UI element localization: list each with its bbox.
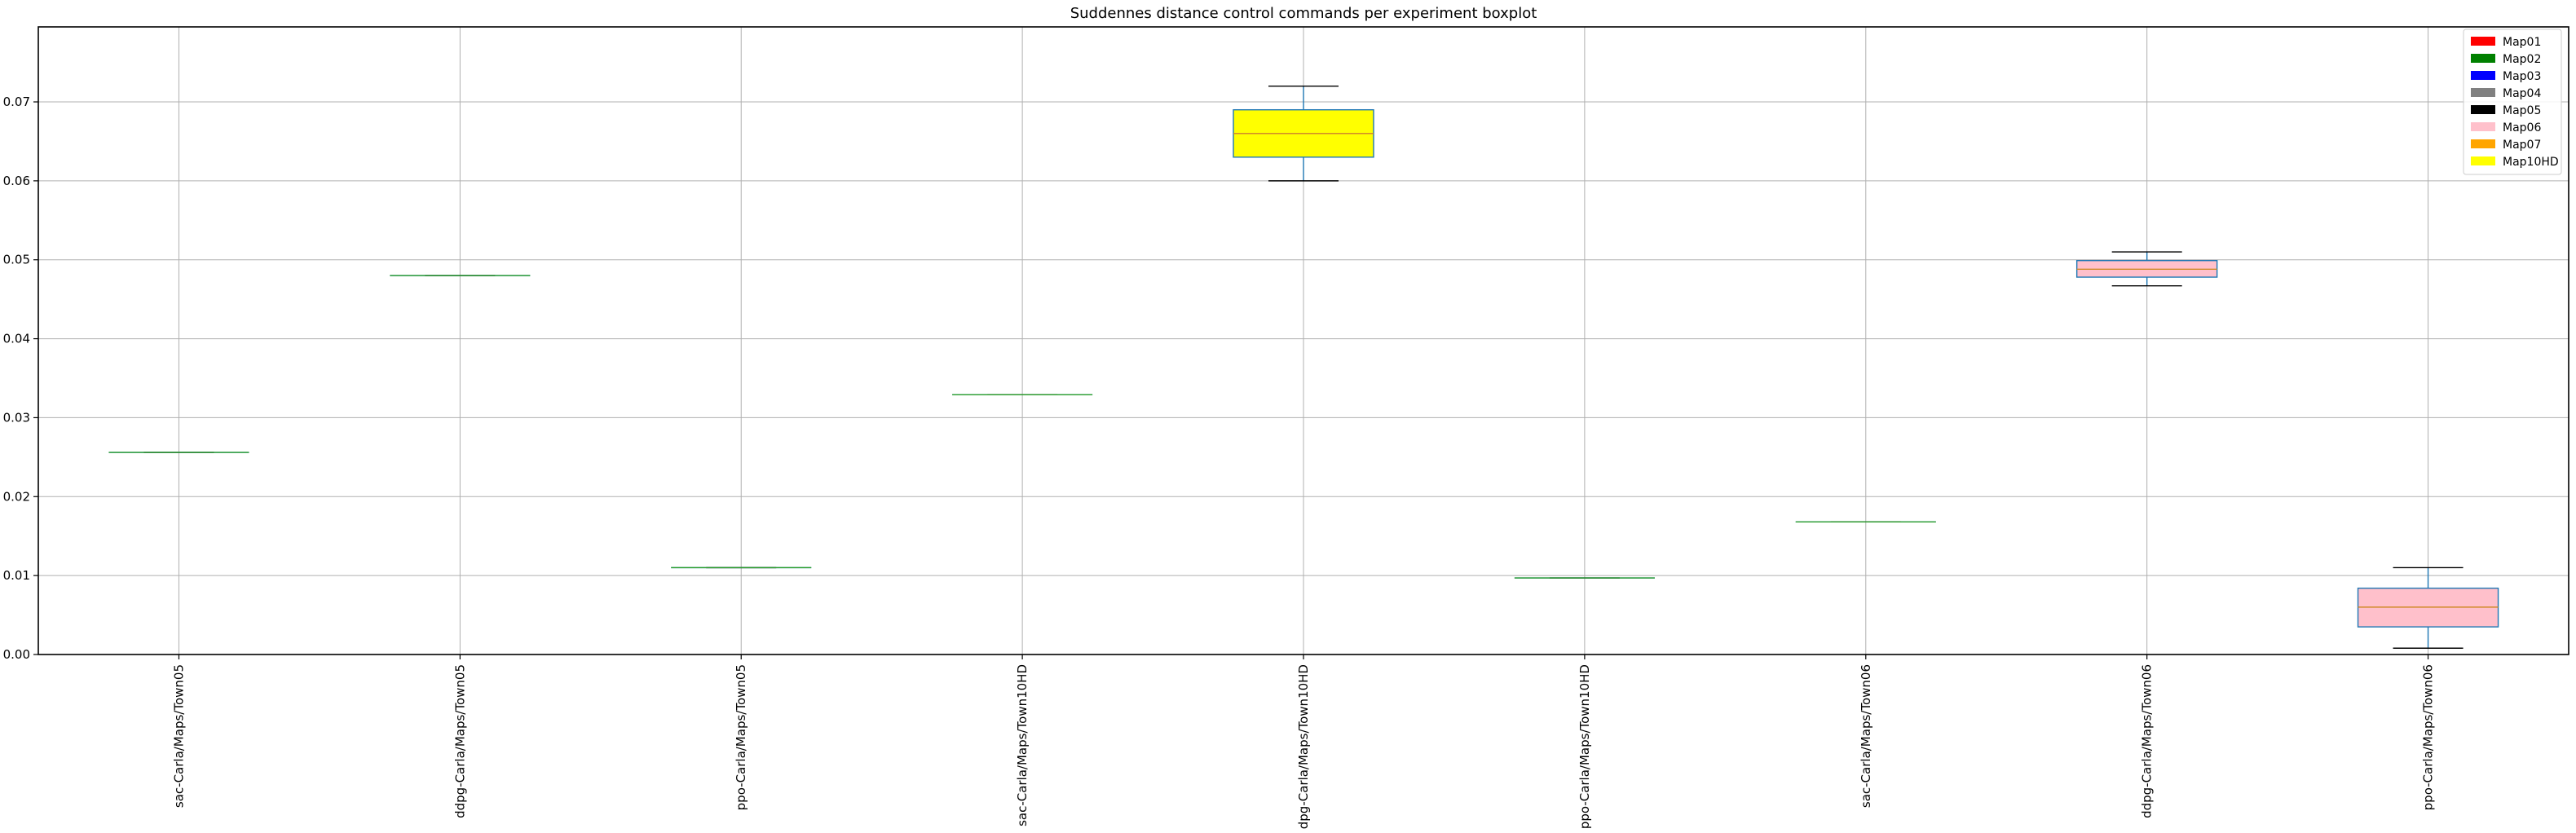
y-tick-label: 0.00: [3, 647, 30, 662]
legend: Map01 Map02 Map03 Map04 Map05 Map06 Map07 Map10…: [2463, 29, 2562, 175]
x-tick-label: sac-Carla/Maps/Town06: [1859, 664, 1873, 808]
legend-swatch: [2471, 37, 2495, 46]
legend-swatch: [2471, 71, 2495, 80]
box-5: [1233, 85, 1374, 182]
legend-swatch: [2471, 105, 2495, 114]
legend-label: Map03: [2503, 70, 2541, 83]
y-tick-label: 0.03: [3, 410, 30, 425]
legend-swatch: [2471, 156, 2495, 165]
y-tick-label: 0.04: [3, 332, 30, 346]
box-8: [2075, 251, 2218, 287]
ticks: 0.00 0.01 0.02 0.03 0.04 0.05 0.06 0.07 sac-Carl…: [3, 95, 2436, 833]
box-9: [2357, 566, 2499, 649]
y-tick-label: 0.07: [3, 95, 30, 109]
grid: [38, 27, 2569, 655]
legend-swatch: [2471, 54, 2495, 63]
legend-label: Map10HD: [2503, 156, 2559, 169]
x-tick-label: sac-Carla/Maps/Town10HD: [1015, 664, 1030, 826]
legend-frame: [2463, 29, 2562, 175]
x-tick-label: ppo-Carla/Maps/Town05: [734, 664, 748, 810]
x-tick-label: ddpg-Carla/Maps/Town05: [452, 664, 467, 818]
x-tick-label: ddpg-Carla/Maps/Town10HD: [1296, 664, 1311, 830]
y-tick-label: 0.02: [3, 489, 30, 504]
legend-swatch: [2471, 139, 2495, 148]
y-tick-label: 0.01: [3, 568, 30, 583]
legend-label: Map01: [2503, 36, 2541, 49]
legend-label: Map07: [2503, 139, 2541, 152]
legend-label: Map02: [2503, 53, 2541, 66]
legend-label: Map05: [2503, 104, 2541, 117]
chart-title: Suddennes distance control commands per …: [1070, 5, 1537, 22]
legend-swatch: [2471, 122, 2495, 131]
legend-label: Map04: [2503, 87, 2541, 100]
y-tick-label: 0.05: [3, 253, 30, 267]
legend-label: Map06: [2503, 121, 2541, 134]
y-tick-label: 0.06: [3, 174, 30, 188]
x-tick-label: ddpg-Carla/Maps/Town06: [2140, 664, 2155, 818]
boxes: [108, 85, 2499, 649]
legend-swatch: [2471, 88, 2495, 97]
x-tick-label: sac-Carla/Maps/Town05: [171, 664, 186, 808]
x-tick-label: ppo-Carla/Maps/Town10HD: [1577, 664, 1592, 829]
x-tick-label: ppo-Carla/Maps/Town06: [2421, 664, 2436, 810]
